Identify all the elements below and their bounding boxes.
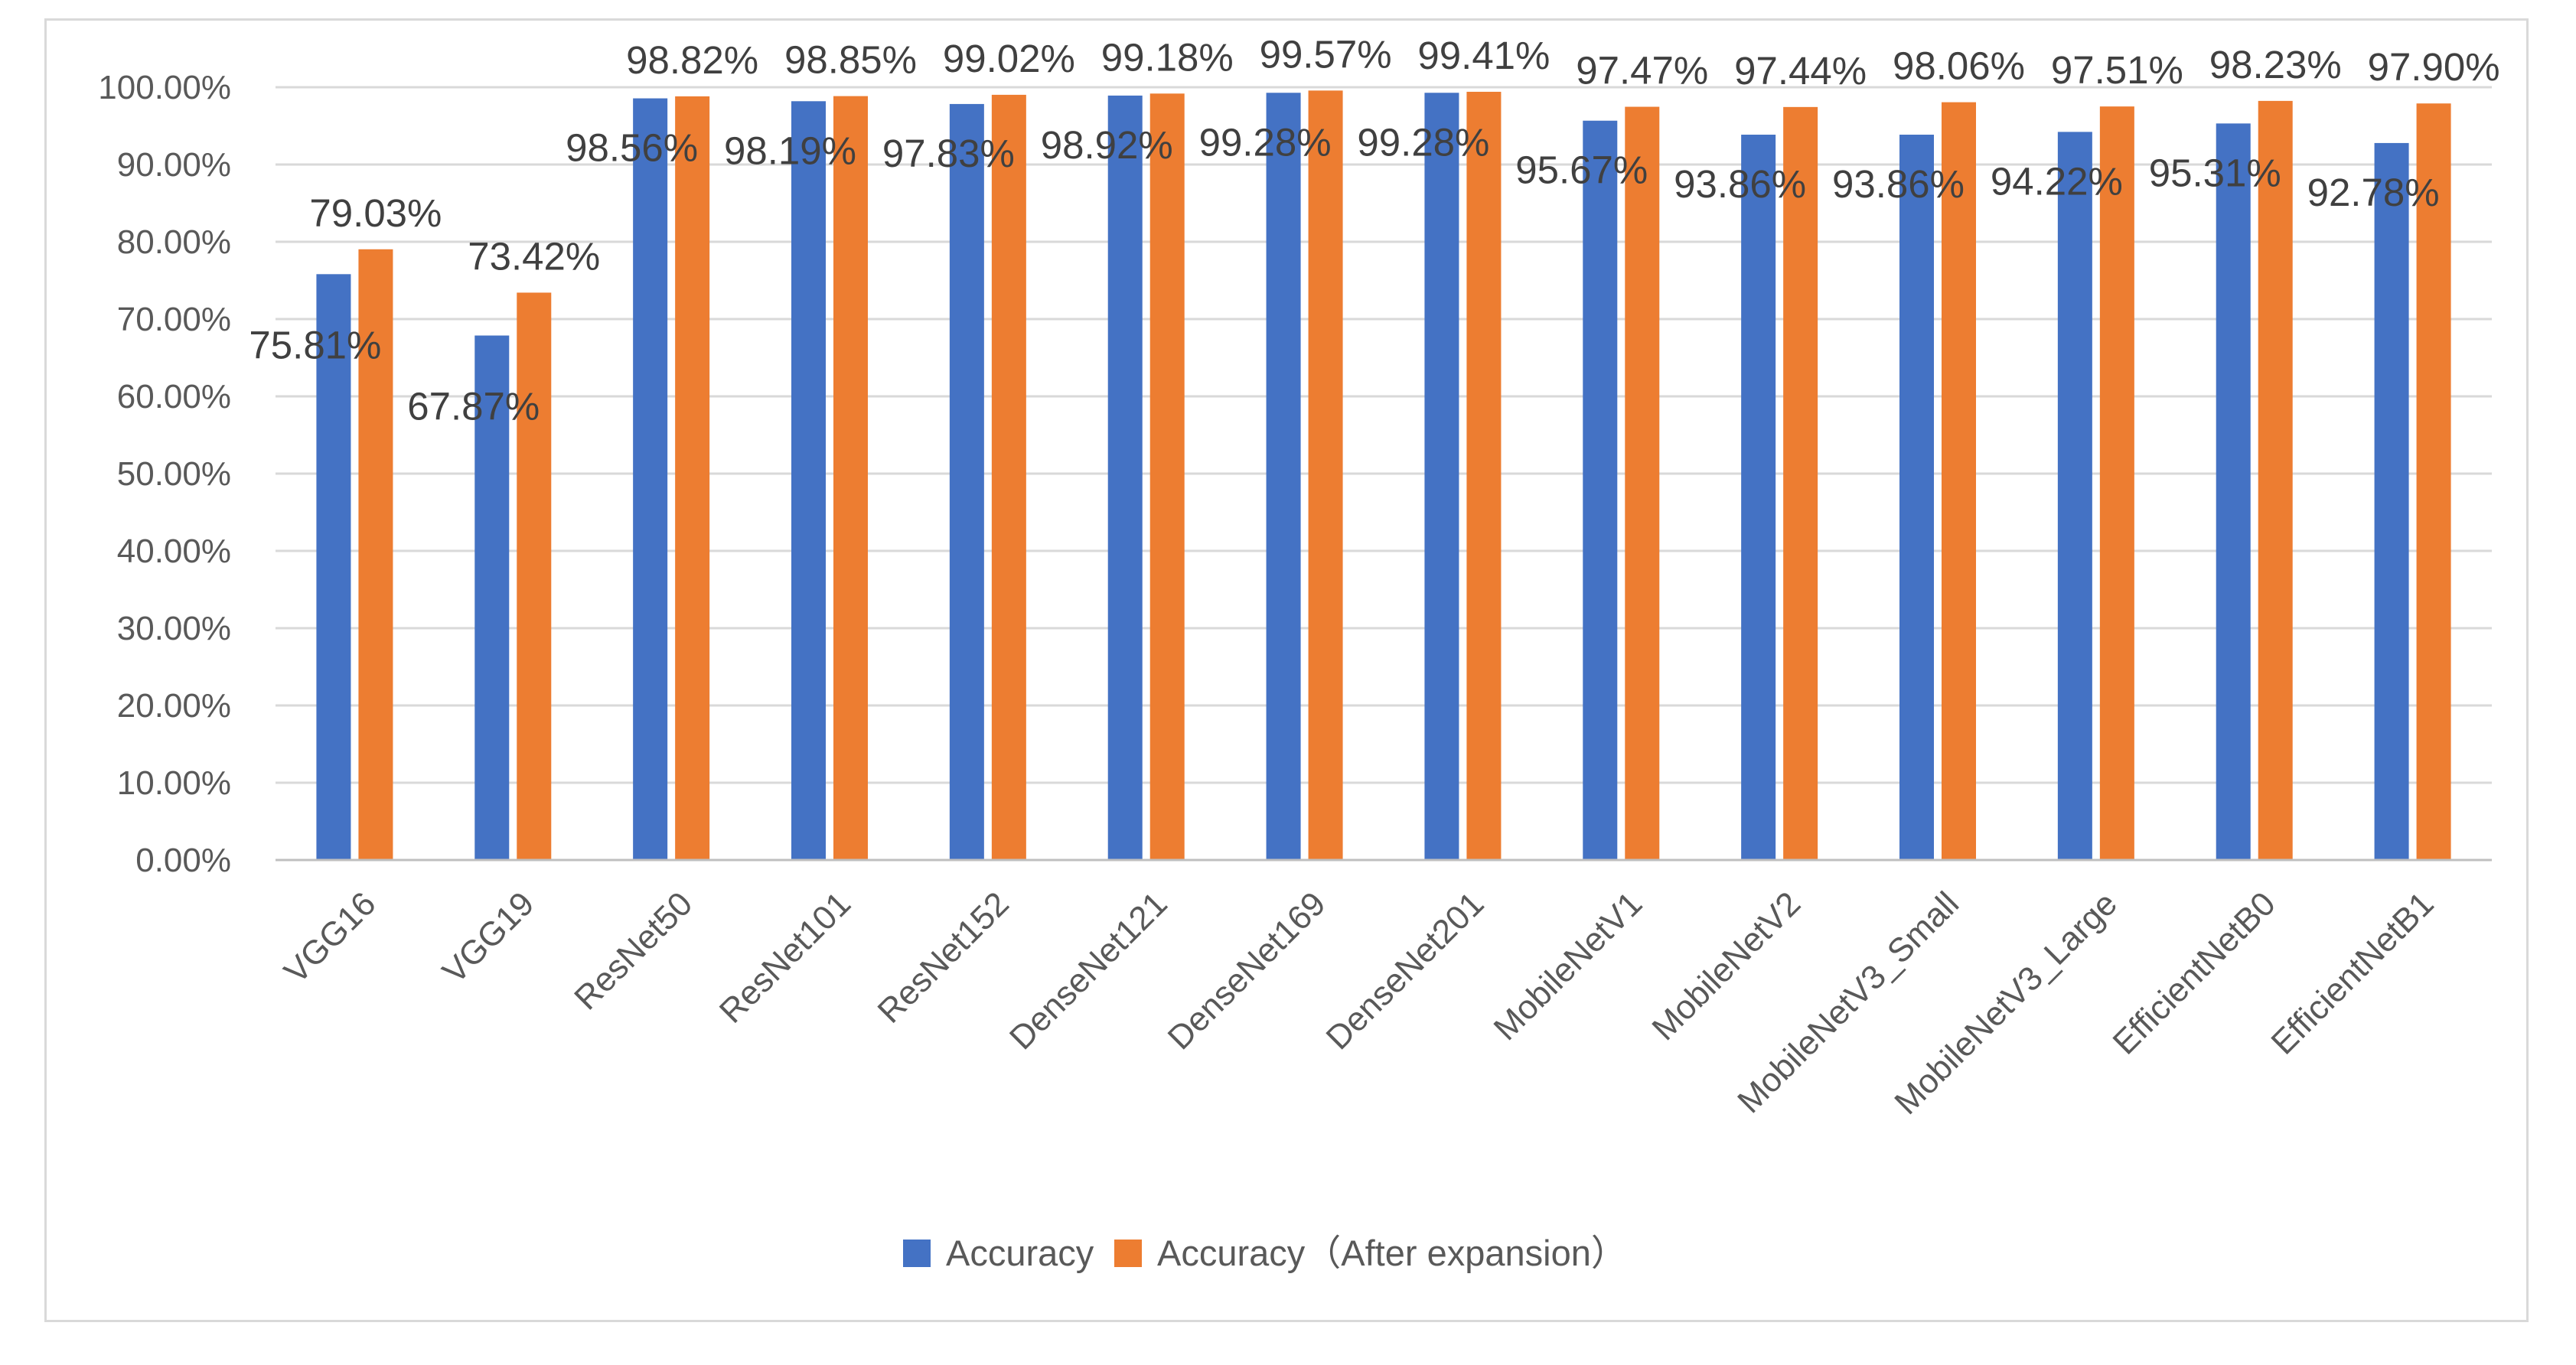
x-axis-category-labels: VGG16 VGG19 ResNet50 ResNet101 ResNet152Dens…: [277, 884, 2441, 1122]
x-category-label: EfficientNetB1: [2264, 884, 2441, 1061]
bar-accuracy: [791, 101, 826, 860]
bar-accuracy: [2216, 123, 2251, 860]
x-category-label: DenseNet201: [1319, 884, 1492, 1057]
bar-accuracy: [633, 98, 668, 860]
x-category-label: VGG16: [277, 884, 383, 990]
data-label-accuracy-after-expansion: 97.47%: [1576, 49, 1708, 93]
bar-accuracy: [1583, 120, 1618, 860]
bar-accuracy: [2374, 142, 2409, 860]
legend: Accuracy Accuracy（After expansion）: [903, 1233, 1627, 1273]
bar-accuracy-after-expansion: [1149, 93, 1185, 861]
bar-accuracy-after-expansion: [1308, 90, 1343, 860]
bar-accuracy: [474, 335, 510, 860]
bar-accuracy: [2057, 132, 2092, 861]
legend-label-accuracy-after-expansion: Accuracy（After expansion）: [1157, 1233, 1627, 1273]
data-label-accuracy-after-expansion: 99.57%: [1260, 32, 1392, 76]
bar-accuracy-after-expansion: [358, 249, 393, 860]
x-category-label: ResNet101: [712, 884, 858, 1030]
bar-accuracy-after-expansion: [1942, 102, 1976, 860]
bar-accuracy-after-expansion: [991, 94, 1026, 860]
bar-accuracy-after-expansion: [833, 96, 868, 861]
x-category-label: ResNet152: [871, 884, 1016, 1030]
data-label-accuracy-after-expansion: 98.06%: [1893, 44, 2025, 88]
y-tick-label: 100.00%: [98, 69, 231, 106]
data-label-accuracy-after-expansion: 99.41%: [1417, 34, 1550, 77]
x-category-label: MobileNetV1: [1487, 884, 1650, 1047]
data-label-accuracy-after-expansion: 79.03%: [309, 191, 442, 235]
y-tick-label: 0.00%: [135, 842, 231, 879]
bar-accuracy: [1424, 93, 1459, 861]
y-tick-label: 20.00%: [117, 687, 231, 725]
legend-swatch-accuracy-after-expansion: [1114, 1240, 1142, 1267]
data-label-accuracy: 92.78%: [2307, 171, 2440, 214]
data-label-accuracy: 67.87%: [407, 385, 540, 428]
y-axis-tick-labels: 0.00% 10.00% 20.00% 30.00% 40.00% 50.00% 60.00…: [98, 69, 231, 879]
y-tick-label: 70.00%: [117, 301, 231, 338]
legend-label-accuracy: Accuracy: [946, 1233, 1094, 1273]
y-tick-label: 30.00%: [117, 610, 231, 647]
data-label-accuracy: 95.31%: [2149, 151, 2281, 194]
bar-accuracy-after-expansion: [1783, 106, 1818, 860]
bar-accuracy: [1107, 95, 1143, 860]
y-tick-label: 60.00%: [117, 378, 231, 415]
bar-accuracy-after-expansion: [1466, 91, 1502, 861]
data-label-accuracy-after-expansion: 97.90%: [2368, 45, 2500, 89]
x-category-label: MobileNetV2: [1645, 884, 1808, 1047]
data-label-accuracy: 75.81%: [249, 323, 381, 366]
bar-accuracy: [1266, 93, 1301, 861]
bar-accuracy-after-expansion: [2099, 106, 2134, 861]
y-tick-label: 10.00%: [117, 764, 231, 802]
data-label-accuracy: 98.19%: [724, 129, 856, 172]
data-label-accuracy-after-expansion: 97.44%: [1734, 49, 1867, 93]
data-label-accuracy: 93.86%: [1832, 162, 1965, 206]
data-label-accuracy: 95.67%: [1515, 148, 1648, 192]
data-label-accuracy-after-expansion: 98.23%: [2209, 43, 2342, 86]
data-label-accuracy: 99.28%: [1357, 120, 1489, 164]
bar-accuracy: [316, 274, 351, 861]
x-category-label: DenseNet169: [1161, 884, 1333, 1057]
data-label-accuracy: 97.83%: [882, 132, 1015, 175]
data-label-accuracy: 98.56%: [566, 126, 698, 170]
bar-accuracy-after-expansion: [1625, 106, 1660, 861]
data-label-accuracy: 94.22%: [1991, 159, 2123, 203]
bar-accuracy-after-expansion: [675, 96, 710, 861]
data-label-accuracy: 98.92%: [1041, 123, 1173, 167]
bar-accuracy: [949, 103, 984, 861]
x-category-label: ResNet50: [567, 884, 699, 1017]
y-tick-label: 80.00%: [117, 223, 231, 261]
y-tick-label: 50.00%: [117, 455, 231, 493]
data-label-accuracy: 93.86%: [1674, 162, 1806, 206]
bar-accuracy-after-expansion: [2416, 103, 2451, 860]
x-category-label: EfficientNetB0: [2106, 884, 2283, 1061]
x-category-label: VGG19: [435, 884, 541, 990]
bar-accuracy: [1741, 135, 1776, 860]
x-category-label: DenseNet121: [1003, 884, 1175, 1057]
y-tick-label: 40.00%: [117, 533, 231, 570]
bar-accuracy: [1899, 135, 1934, 860]
legend-swatch-accuracy: [903, 1240, 931, 1267]
data-label-accuracy-after-expansion: 73.42%: [468, 234, 600, 278]
data-label-accuracy-after-expansion: 98.85%: [784, 38, 917, 82]
data-label-accuracy-after-expansion: 98.82%: [626, 38, 758, 82]
data-label-accuracy-after-expansion: 99.18%: [1101, 35, 1234, 79]
data-label-accuracy-after-expansion: 99.02%: [943, 37, 1075, 80]
y-tick-label: 90.00%: [117, 146, 231, 184]
bars: [316, 90, 2451, 861]
data-label-accuracy: 99.28%: [1199, 120, 1332, 164]
bar-accuracy-after-expansion: [2258, 100, 2293, 860]
data-label-accuracy-after-expansion: 97.51%: [2051, 48, 2183, 92]
bar-accuracy-after-expansion: [517, 292, 552, 860]
data-labels: 75.81% 79.03% 67.87% 73.42% 98.56% 98.82% 98.1…: [249, 32, 2499, 428]
